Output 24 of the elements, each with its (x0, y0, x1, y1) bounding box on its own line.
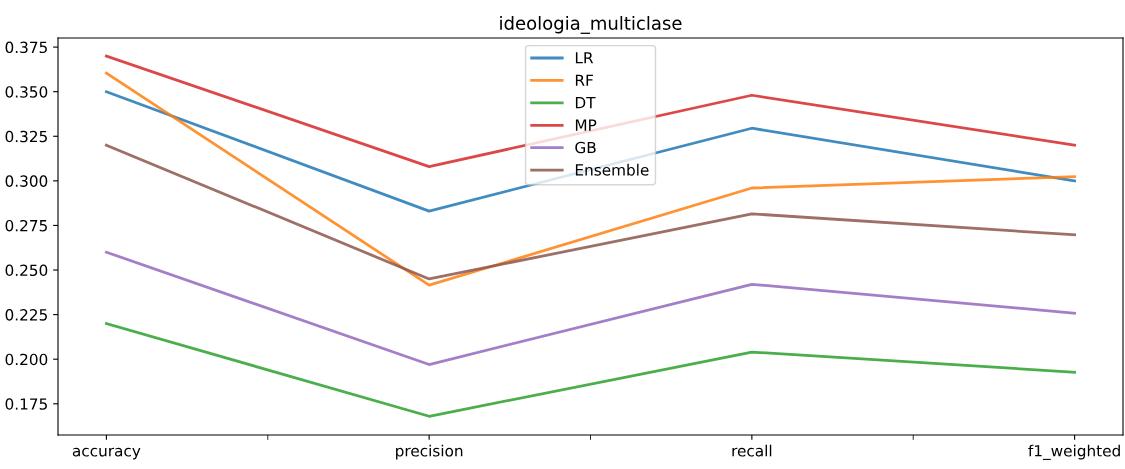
y-tick-label: 0.250 (5, 264, 48, 277)
y-tick-label: 0.325 (5, 130, 47, 143)
legend-label: DT (575, 97, 596, 109)
y-tick-label: 0.375 (5, 41, 47, 54)
y-tick-label: 0.300 (5, 175, 48, 187)
x-tick-label: f1_weighted (1028, 444, 1120, 460)
legend-label: MP (575, 119, 597, 131)
y-tick-label: 0.350 (5, 86, 48, 98)
line-series (105, 322, 1076, 418)
legend-label: Ensemble (575, 163, 649, 176)
legend-label: GB (575, 141, 596, 154)
line-series (105, 250, 1076, 366)
line-series (105, 71, 1076, 287)
legend-label: RF (575, 74, 593, 86)
y-tick-label: 0.200 (5, 353, 48, 366)
x-tick-label: recall (732, 444, 772, 457)
legend-label: LR (575, 52, 594, 64)
y-tick-label: 0.175 (5, 398, 47, 410)
x-tick-label: accuracy (72, 447, 141, 460)
line-series (105, 143, 1076, 281)
chart-title: ideologia_multiclase (500, 15, 682, 34)
x-tick-label: precision (396, 444, 463, 460)
y-tick-label: 0.225 (5, 309, 47, 321)
y-tick-label: 0.275 (5, 219, 47, 232)
